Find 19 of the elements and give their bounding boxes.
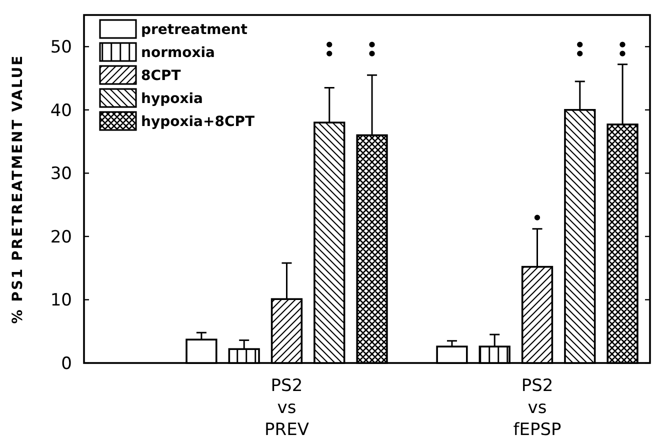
y-axis-title: % PS1 PRETREATMENT VALUE — [10, 54, 26, 324]
annotation: •• — [574, 36, 586, 64]
y-tick-label: 50 — [50, 38, 72, 58]
legend-label: 8CPT — [141, 68, 182, 84]
y-tick-label: 20 — [50, 227, 72, 248]
y-tick-label: 40 — [50, 100, 72, 121]
x-tick-label: PS2 vs PREV — [264, 376, 310, 440]
y-tick-label: 0 — [61, 354, 72, 374]
legend-label: pretreatment — [141, 22, 248, 38]
annotation: •• — [617, 36, 628, 64]
annotation: •• — [366, 36, 378, 64]
annotation: • — [532, 208, 542, 228]
annotation: •• — [324, 36, 334, 64]
y-tick-label: 10 — [50, 290, 72, 311]
legend-label: hypoxia+8CPT — [141, 114, 256, 130]
x-tick-label: PS2 vs fEPSP — [513, 376, 562, 440]
y-tick-label: 30 — [50, 164, 72, 184]
legend-label: hypoxia — [141, 90, 204, 107]
legend-label: normoxia — [141, 44, 215, 61]
